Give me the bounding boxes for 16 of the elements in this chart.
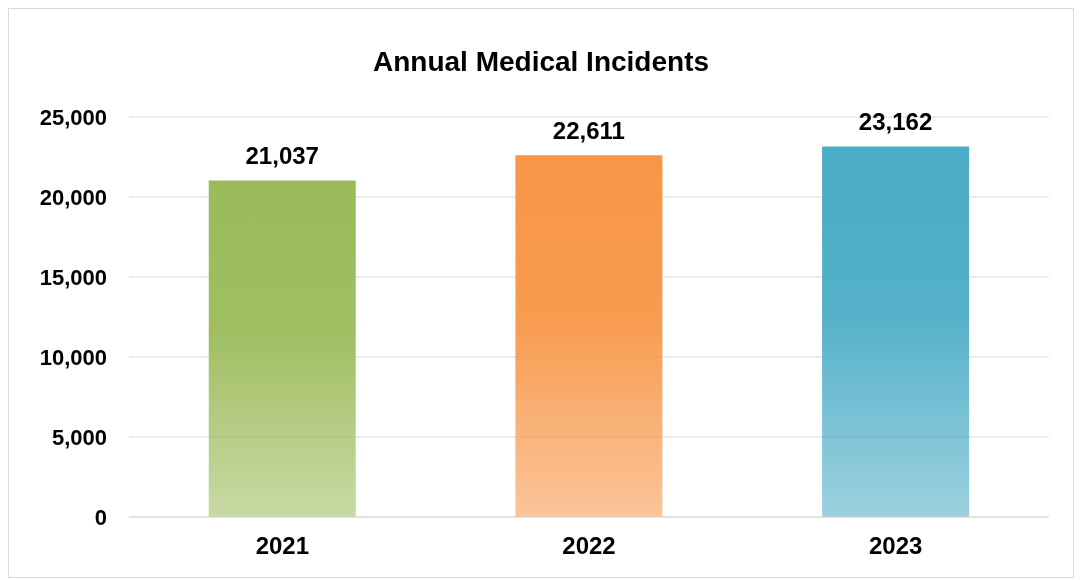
x-tick-label: 2021 (255, 532, 310, 560)
x-tick-label: 2023 (868, 532, 923, 560)
y-tick-label: 25,000 (39, 104, 107, 130)
data-label: 21,037 (245, 142, 319, 170)
bar (208, 180, 356, 517)
y-tick-label: 15,000 (39, 264, 107, 290)
data-label: 22,611 (552, 117, 625, 145)
chart-title: Annual Medical Incidents (371, 45, 711, 77)
bar (822, 146, 970, 517)
x-tick-label: 2022 (562, 532, 616, 560)
y-tick-label: 5,000 (51, 424, 107, 450)
bar (515, 155, 663, 517)
y-tick-label: 0 (94, 504, 107, 530)
y-tick-label: 10,000 (39, 344, 107, 370)
data-label: 23,162 (858, 108, 933, 136)
y-tick-label: 20,000 (39, 184, 107, 210)
